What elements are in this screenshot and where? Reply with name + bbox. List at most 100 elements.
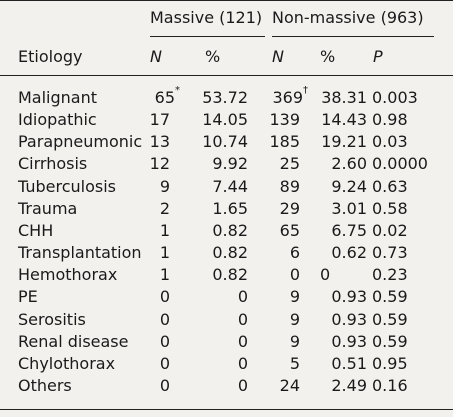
table-row: Malignant 65* 53.72 369† 38.31 0.003 <box>0 85 453 110</box>
header-bottom-rule <box>0 75 453 76</box>
cell-pct-nonmassive: 6.75 <box>331 220 367 240</box>
cell-etiology: Hemothorax <box>18 265 118 285</box>
cell-n-nonmassive-value: 5 <box>289 353 300 373</box>
table-row: Tuberculosis 9 7.44 89 9.24 0.63 <box>0 177 453 199</box>
column-header-pct-nonmassive: % <box>320 47 336 66</box>
table-row: CHH 1 0.82 65 6.75 0.02 <box>0 221 453 243</box>
cell-n-nonmassive: 369† <box>250 85 308 108</box>
cell-n-nonmassive: 25 <box>250 154 300 174</box>
table-row: Idiopathic 17 14.05 139 14.43 0.98 <box>0 110 453 132</box>
cell-etiology: Cirrhosis <box>18 154 88 174</box>
cell-p: 0.98 <box>372 110 408 130</box>
table-row: Others 0 0 24 2.49 0.16 <box>0 376 453 398</box>
column-header-n-massive: N <box>150 47 162 66</box>
cell-n-nonmassive: 65 <box>250 221 300 241</box>
cell-n-massive-value: 1 <box>159 265 170 285</box>
cell-n-massive-value: 0 <box>159 353 170 373</box>
cell-n-massive-value: 0 <box>159 309 170 329</box>
cell-n-massive: 9 <box>120 177 170 197</box>
cell-etiology: CHH <box>18 220 54 240</box>
cell-pct-nonmassive: 0.93 <box>331 287 367 307</box>
cell-n-nonmassive: 185 <box>250 132 300 152</box>
cell-n-nonmassive: 139 <box>250 110 300 130</box>
cell-n-massive: 1 <box>120 265 170 285</box>
cell-pct-nonmassive: 0 <box>320 265 331 285</box>
cell-n-massive: 12 <box>120 154 170 174</box>
cell-pct-nonmassive: 0.51 <box>331 353 367 373</box>
cell-n-nonmassive: 5 <box>250 354 300 374</box>
group-rule-massive <box>150 36 265 37</box>
cell-n-massive: 2 <box>120 199 170 219</box>
cell-p: 0.23 <box>372 265 408 285</box>
cell-etiology: Idiopathic <box>18 110 97 130</box>
cell-pct-massive: 0 <box>237 287 248 307</box>
cell-p: 0.16 <box>372 375 408 395</box>
cell-p: 0.0000 <box>372 154 428 174</box>
table-row: PE 0 0 9 0.93 0.59 <box>0 287 453 309</box>
table-row: Trauma 2 1.65 29 3.01 0.58 <box>0 199 453 221</box>
cell-n-nonmassive-value: 6 <box>289 243 300 263</box>
cell-n-nonmassive: 24 <box>250 376 300 396</box>
cell-pct-nonmassive: 38.31 <box>321 88 367 107</box>
cell-etiology: Others <box>18 375 72 395</box>
cell-p: 0.02 <box>372 220 408 240</box>
cell-n-nonmassive: 0 <box>250 265 300 285</box>
cell-n-massive: 0 <box>120 310 170 330</box>
cell-p: 0.59 <box>372 331 408 351</box>
cell-pct-massive: 10.74 <box>202 132 248 152</box>
group-header-massive: Massive (121) <box>150 8 263 27</box>
group-header-nonmassive: Non-massive (963) <box>272 8 424 27</box>
cell-etiology: Parapneumonic <box>18 132 143 152</box>
cell-pct-massive: 0 <box>237 309 248 329</box>
cell-pct-nonmassive: 19.21 <box>321 132 367 152</box>
cell-etiology: PE <box>18 287 38 307</box>
table-row: Parapneumonic 13 10.74 185 19.21 0.03 <box>0 132 453 154</box>
cell-p: 0.63 <box>372 176 408 196</box>
column-header-etiology: Etiology <box>18 47 83 66</box>
cell-etiology: Transplantation <box>18 243 142 263</box>
cell-pct-massive: 0.82 <box>212 265 248 285</box>
cell-pct-massive: 9.92 <box>212 154 248 174</box>
cell-n-massive: 65* <box>126 85 180 108</box>
cell-etiology: Malignant <box>18 88 98 107</box>
cell-n-massive: 0 <box>120 376 170 396</box>
cell-pct-nonmassive: 0.93 <box>331 331 367 351</box>
table-top-rule <box>0 0 453 1</box>
cell-n-massive-value: 1 <box>159 243 170 263</box>
cell-n-massive-value: 17 <box>149 110 170 130</box>
cell-p: 0.59 <box>372 287 408 307</box>
cell-pct-nonmassive: 0.93 <box>331 309 367 329</box>
cell-pct-massive: 53.72 <box>202 88 248 107</box>
cell-n-nonmassive-value: 9 <box>289 331 300 351</box>
table-row: Hemothorax 1 0.82 0 0 0.23 <box>0 265 453 287</box>
cell-n-massive-mark: * <box>175 85 180 96</box>
cell-n-massive: 17 <box>120 110 170 130</box>
cell-etiology: Chylothorax <box>18 353 116 373</box>
cell-pct-massive: 14.05 <box>202 110 248 130</box>
column-header-pct-massive: % <box>205 47 221 66</box>
cell-n-nonmassive: 9 <box>250 287 300 307</box>
cell-n-massive: 1 <box>120 243 170 263</box>
cell-n-massive: 13 <box>120 132 170 152</box>
cell-pct-nonmassive: 2.60 <box>331 154 367 174</box>
cell-p: 0.73 <box>372 243 408 263</box>
cell-n-nonmassive-value: 25 <box>279 154 300 174</box>
cell-etiology: Trauma <box>18 198 78 218</box>
cell-n-nonmassive-value: 139 <box>269 110 300 130</box>
cell-pct-nonmassive: 3.01 <box>331 198 367 218</box>
cell-n-nonmassive-value: 24 <box>279 375 300 395</box>
cell-n-massive-value: 1 <box>159 220 170 240</box>
cell-n-nonmassive-value: 9 <box>289 309 300 329</box>
cell-n-nonmassive: 9 <box>250 332 300 352</box>
cell-n-nonmassive-mark: † <box>303 85 308 96</box>
cell-pct-nonmassive: 9.24 <box>331 176 367 196</box>
cell-pct-massive: 0.82 <box>212 243 248 263</box>
table-row: Transplantation 1 0.82 6 0.62 0.73 <box>0 243 453 265</box>
table-row: Renal disease 0 0 9 0.93 0.59 <box>0 332 453 354</box>
cell-n-massive: 0 <box>120 287 170 307</box>
cell-p: 0.59 <box>372 309 408 329</box>
cell-pct-massive: 1.65 <box>212 198 248 218</box>
table-bottom-rule <box>0 409 453 410</box>
cell-n-nonmassive: 6 <box>250 243 300 263</box>
cell-n-nonmassive-value: 369 <box>272 88 303 107</box>
